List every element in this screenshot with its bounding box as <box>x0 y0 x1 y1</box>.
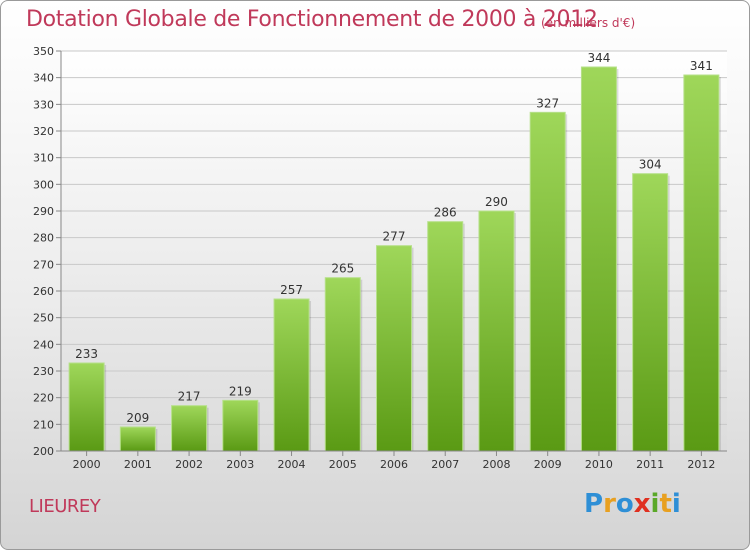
y-tick-label: 310 <box>33 152 54 165</box>
y-tick-label: 300 <box>33 178 54 191</box>
y-tick-label: 340 <box>33 72 54 85</box>
x-tick-label-2007: 2007 <box>431 458 459 471</box>
bars-group: 233 209 217 219 257 265 277 286 290 327 344 304 341 <box>68 51 721 452</box>
y-tick-label: 250 <box>33 312 54 325</box>
logo-letter: i <box>671 489 681 519</box>
proxiti-logo[interactable]: Proxiti <box>584 489 681 519</box>
x-tick-label-2012: 2012 <box>687 458 715 471</box>
bar-2006[interactable] <box>376 245 412 452</box>
chart-title: Dotation Globale de Fonctionnement de 20… <box>26 7 598 32</box>
y-tick-label: 260 <box>33 285 54 298</box>
x-tick-label-2004: 2004 <box>278 458 306 471</box>
chart-subtitle: (en milliers d'€) <box>541 16 636 30</box>
x-tick-label-2002: 2002 <box>175 458 203 471</box>
logo-letter: P <box>584 489 604 519</box>
x-tick-label-2006: 2006 <box>380 458 408 471</box>
value-label-2008: 290 <box>485 195 508 209</box>
value-label-2011: 304 <box>639 158 662 172</box>
logo-letter: t <box>659 489 672 519</box>
logo-letter: r <box>603 489 616 519</box>
value-label-2003: 219 <box>229 384 252 398</box>
value-label-2001: 209 <box>126 411 149 425</box>
bar-2004[interactable] <box>273 298 310 452</box>
x-tick-label-2000: 2000 <box>73 458 101 471</box>
logo-letter: i <box>650 489 660 519</box>
y-tick-label: 280 <box>33 232 54 245</box>
bar-2008[interactable] <box>478 210 515 452</box>
commune-name: LIEUREY <box>29 496 101 517</box>
bar-2007[interactable] <box>427 221 464 452</box>
bar-2001[interactable] <box>119 426 156 452</box>
value-label-2005: 265 <box>331 262 354 276</box>
logo-letter: o <box>615 489 634 519</box>
y-tick-label: 330 <box>33 98 54 111</box>
bar-2011[interactable] <box>632 173 669 452</box>
x-tick-label-2008: 2008 <box>482 458 510 471</box>
y-tick-label: 200 <box>33 445 54 458</box>
value-label-2004: 257 <box>280 283 303 297</box>
y-axis: 200 210 220 230 240 250 260 270 280 290 300 310 320 3… <box>33 45 62 458</box>
bar-2012[interactable] <box>683 74 720 452</box>
y-tick-label: 290 <box>33 205 54 218</box>
y-tick-label: 230 <box>33 365 54 378</box>
value-label-2007: 286 <box>434 206 457 220</box>
x-tick-label-2005: 2005 <box>329 458 357 471</box>
value-label-2010: 344 <box>587 51 610 65</box>
value-label-2002: 217 <box>178 390 201 404</box>
y-tick-label: 270 <box>33 258 54 271</box>
x-tick-label-2001: 2001 <box>124 458 152 471</box>
bar-2010[interactable] <box>580 66 617 452</box>
logo-letter: x <box>633 489 651 519</box>
value-label-2012: 341 <box>690 59 713 73</box>
bar-2003[interactable] <box>222 399 259 452</box>
y-tick-label: 320 <box>33 125 54 138</box>
x-tick-label-2011: 2011 <box>636 458 664 471</box>
value-label-2006: 277 <box>383 230 406 244</box>
x-tick-label-2003: 2003 <box>226 458 254 471</box>
x-axis: 2000 2001 2002 2003 2004 2005 2006 2007 2008 2009… <box>61 450 727 471</box>
y-tick-label: 240 <box>33 338 54 351</box>
bar-2009[interactable] <box>529 111 566 452</box>
bar-2005[interactable] <box>324 277 361 452</box>
x-tick-label-2010: 2010 <box>585 458 613 471</box>
y-tick-label: 220 <box>33 392 54 405</box>
y-tick-label: 350 <box>33 45 54 58</box>
x-tick-label-2009: 2009 <box>534 458 562 471</box>
value-label-2000: 233 <box>75 347 98 361</box>
bar-2000[interactable] <box>68 362 105 452</box>
bar-2002[interactable] <box>171 405 208 452</box>
value-label-2009: 327 <box>536 96 559 110</box>
y-tick-label: 210 <box>33 418 54 431</box>
